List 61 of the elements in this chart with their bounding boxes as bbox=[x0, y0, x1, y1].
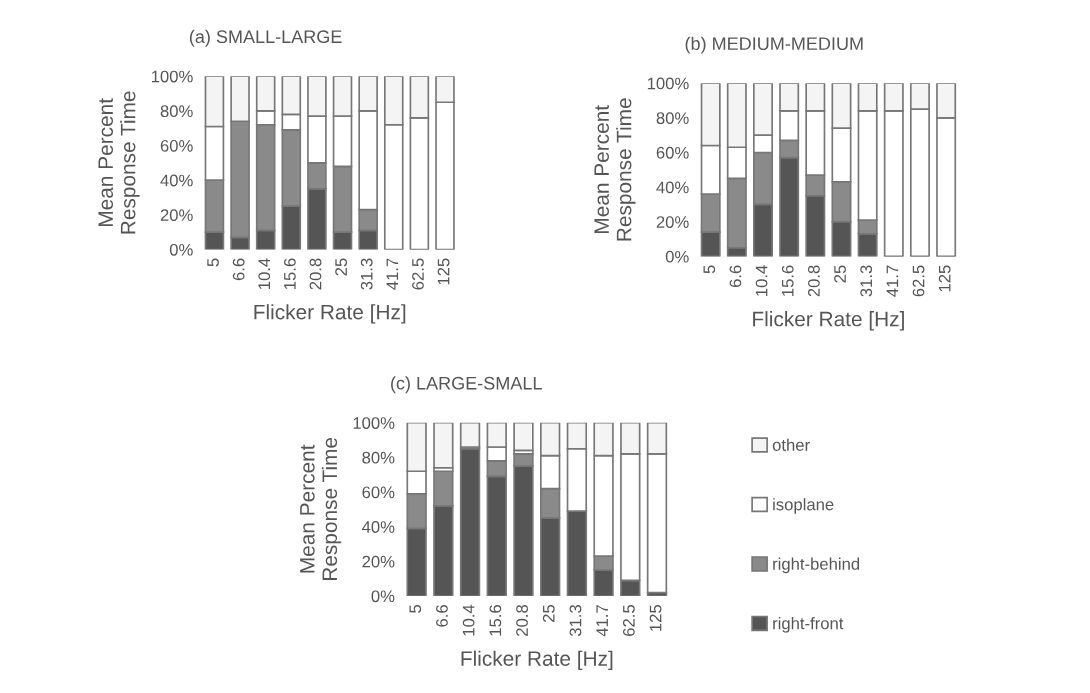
y-axis-title: Mean Percent Response Time bbox=[594, 98, 636, 241]
y-tick-label: 60% bbox=[362, 486, 395, 499]
x-tick-label: 10.4 bbox=[462, 604, 475, 636]
x-tick-label: 20.8 bbox=[309, 258, 322, 290]
y-tick-label: 20% bbox=[656, 216, 689, 228]
y-tick-label: 40% bbox=[160, 174, 193, 187]
chart-title: (c) LARGE-SMALL bbox=[391, 376, 542, 394]
x-tick-label: 5 bbox=[207, 258, 219, 267]
x-tick-label: 25 bbox=[542, 605, 555, 623]
y-tick-label: 20% bbox=[362, 555, 395, 568]
legend-label: other bbox=[772, 438, 810, 451]
legend-label: right-front bbox=[773, 617, 844, 633]
x-tick-label: 31.3 bbox=[860, 265, 873, 297]
y-tick-label: 60% bbox=[160, 139, 193, 152]
x-tick-label: 41.7 bbox=[886, 265, 899, 297]
y-tick-label: 100% bbox=[647, 77, 689, 90]
x-axis-title: Flicker Rate [Hz] bbox=[461, 650, 613, 671]
y-tick-label: 0% bbox=[665, 250, 689, 263]
y-tick-label: 40% bbox=[656, 181, 689, 194]
x-tick-label: 41.7 bbox=[386, 258, 399, 290]
y-tick-label: 0% bbox=[169, 243, 193, 256]
x-tick-label: 62.5 bbox=[912, 265, 925, 297]
x-tick-label: 5 bbox=[409, 605, 422, 613]
y-tick-label: 80% bbox=[160, 105, 193, 118]
x-tick-label: 15.6 bbox=[283, 258, 296, 289]
y-axis-title: Mean Percent Response Time bbox=[300, 437, 342, 581]
x-tick-label: 10.4 bbox=[755, 265, 768, 296]
x-tick-label: 62.5 bbox=[412, 258, 424, 290]
x-axis-title: Flicker Rate [Hz] bbox=[753, 311, 904, 331]
y-tick-label: 80% bbox=[362, 451, 395, 464]
y-tick-label: 100% bbox=[151, 70, 193, 83]
x-tick-label: 6.6 bbox=[232, 258, 245, 281]
x-tick-label: 6.6 bbox=[729, 265, 742, 288]
x-tick-label: 25 bbox=[335, 258, 348, 276]
y-tick-label: 80% bbox=[656, 112, 689, 125]
y-tick-label: 100% bbox=[353, 417, 395, 429]
x-tick-label: 10.4 bbox=[258, 258, 271, 289]
legend-label: right-behind bbox=[773, 557, 860, 574]
x-tick-label: 62.5 bbox=[622, 605, 635, 636]
x-tick-label: 125 bbox=[649, 605, 662, 631]
x-tick-label: 31.3 bbox=[569, 605, 582, 637]
x-tick-label: 20.8 bbox=[516, 605, 528, 636]
y-axis-title: Mean Percent Response Time bbox=[98, 91, 140, 234]
x-tick-label: 20.8 bbox=[807, 265, 820, 297]
x-tick-label: 31.3 bbox=[360, 258, 373, 290]
x-axis-title: Flicker Rate [Hz] bbox=[254, 304, 406, 324]
y-tick-label: 60% bbox=[656, 146, 689, 159]
x-tick-label: 125 bbox=[938, 265, 951, 292]
chart-title: (a) SMALL-LARGE bbox=[189, 29, 342, 47]
legend-label: isoplane bbox=[773, 498, 834, 514]
x-tick-label: 5 bbox=[703, 265, 716, 274]
y-tick-label: 20% bbox=[160, 209, 193, 222]
y-tick-label: 0% bbox=[371, 590, 395, 603]
x-tick-label: 15.6 bbox=[489, 605, 502, 636]
x-tick-label: 6.6 bbox=[436, 605, 448, 627]
x-tick-label: 41.7 bbox=[596, 605, 608, 637]
x-tick-label: 15.6 bbox=[781, 265, 794, 296]
chart-title: (b) MEDIUM-MEDIUM bbox=[685, 36, 863, 54]
x-tick-label: 125 bbox=[437, 258, 450, 285]
y-tick-label: 40% bbox=[361, 521, 395, 533]
x-tick-label: 25 bbox=[834, 265, 846, 283]
